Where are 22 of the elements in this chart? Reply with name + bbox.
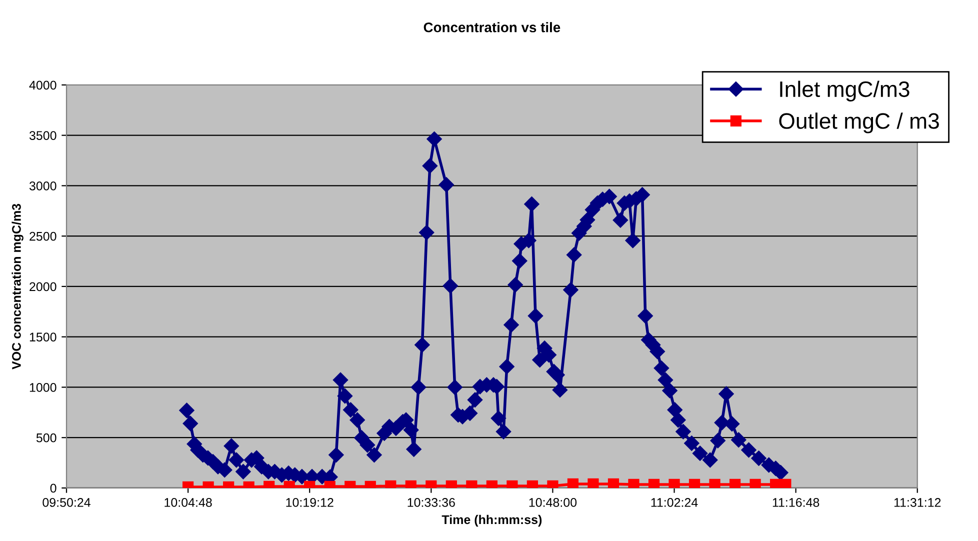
y-tick-label: 1500: [30, 332, 56, 342]
x-tick-label: 10:04:48: [164, 498, 212, 507]
x-tick-label: 10:33:36: [408, 498, 455, 507]
x-tick-label: 10:48:00: [529, 498, 577, 507]
y-tick-label: 3500: [29, 131, 56, 140]
y-tick-label: 0: [50, 484, 56, 493]
x-tick-label: 10:19:12: [286, 498, 334, 507]
x-tick-label: 09:50:24: [42, 498, 90, 507]
y-tick-label: 500: [36, 433, 56, 442]
legend-label: Inlet mgC/m3: [780, 80, 910, 102]
legend-label: Outlet mgC / m3: [779, 112, 939, 134]
y-tick-label: 4000: [29, 80, 56, 90]
x-axis-title: Time (hh:mm:ss): [442, 514, 542, 527]
x-tick-label: 11:02:24: [651, 498, 698, 507]
x-tick-label: 11:31:12: [894, 498, 941, 507]
x-tick-label: 11:16:48: [772, 498, 820, 507]
y-tick-label: 2500: [30, 232, 56, 241]
y-tick-label: 1000: [30, 383, 56, 392]
chart-title: Concentration vs tile: [424, 22, 560, 32]
y-tick-label: 3000: [29, 182, 56, 190]
y-axis-title: VOC concentration mgC/m3: [12, 204, 24, 370]
y-tick-label: 2000: [30, 282, 56, 292]
